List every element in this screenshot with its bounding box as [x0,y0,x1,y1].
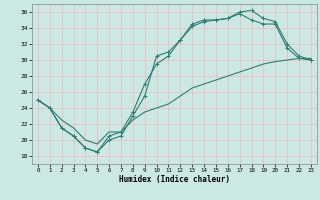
X-axis label: Humidex (Indice chaleur): Humidex (Indice chaleur) [119,175,230,184]
